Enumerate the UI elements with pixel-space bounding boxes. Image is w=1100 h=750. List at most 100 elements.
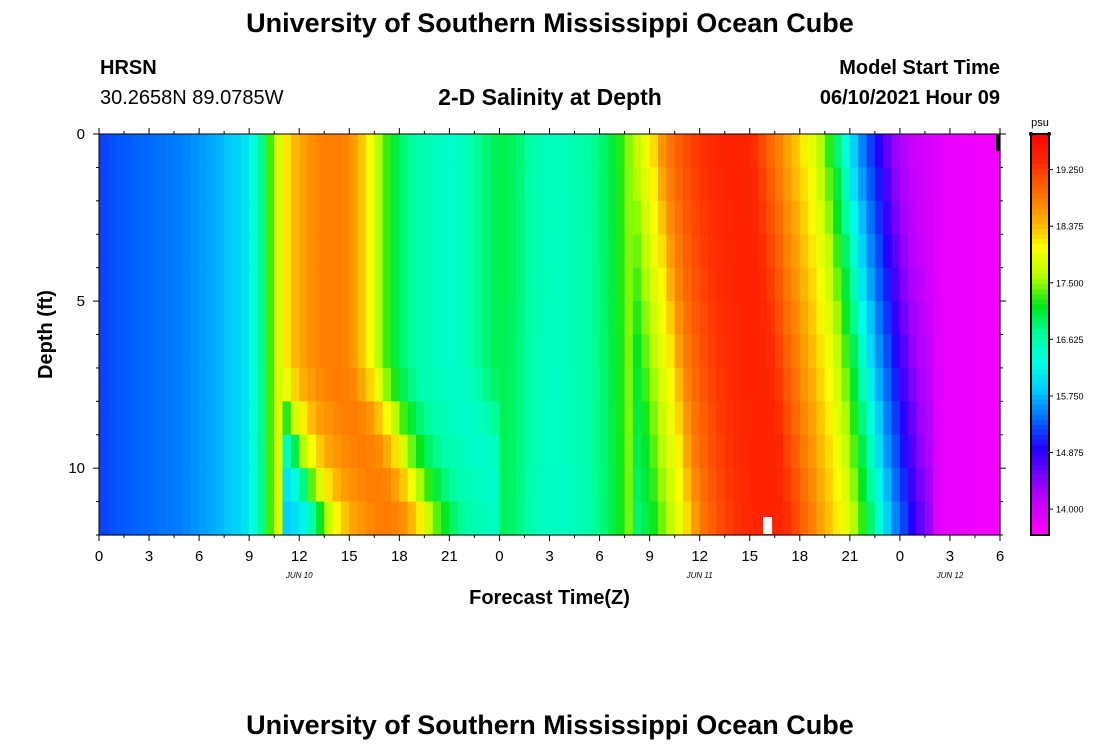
heatmap-cell xyxy=(382,134,392,169)
heatmap-cell xyxy=(499,234,509,269)
heatmap-cell xyxy=(891,234,901,269)
heatmap-cell xyxy=(524,334,534,369)
colorbar-swatch xyxy=(1031,449,1049,456)
heatmap-cell xyxy=(207,200,217,235)
heatmap-cell xyxy=(941,501,951,536)
heatmap-cell xyxy=(215,134,225,169)
heatmap-cell xyxy=(324,234,334,269)
heatmap-cell xyxy=(958,134,968,169)
heatmap-cell xyxy=(849,134,859,169)
heatmap-cell xyxy=(524,367,534,402)
heatmap-cell xyxy=(674,334,684,369)
heatmap-cell xyxy=(824,501,834,536)
heatmap-cell xyxy=(199,134,209,169)
heatmap-cell xyxy=(799,501,809,536)
x-tick-label: 0 xyxy=(95,548,103,565)
heatmap-cell xyxy=(524,468,534,503)
heatmap-cell xyxy=(532,367,542,402)
heatmap-cell xyxy=(315,301,325,336)
heatmap-cell xyxy=(691,134,701,169)
heatmap-cell xyxy=(265,468,275,503)
heatmap-cell xyxy=(858,334,868,369)
heatmap-cell xyxy=(708,468,717,503)
heatmap-cell xyxy=(649,200,659,235)
heatmap-cell xyxy=(457,267,467,302)
heatmap-cell xyxy=(549,501,559,536)
heatmap-cell xyxy=(124,468,133,503)
heatmap-cell xyxy=(924,234,934,269)
heatmap-cell xyxy=(808,501,818,536)
heatmap-cell xyxy=(883,501,893,536)
heatmap-cell xyxy=(933,267,943,302)
heatmap-cell xyxy=(249,334,259,369)
heatmap-cell xyxy=(449,301,459,336)
heatmap-cell xyxy=(966,301,976,336)
heatmap-cell xyxy=(891,167,901,202)
heatmap-cell xyxy=(115,167,125,202)
heatmap-cell xyxy=(290,134,300,169)
heatmap-cell xyxy=(174,468,184,503)
colorbar-swatch xyxy=(1031,184,1049,190)
heatmap-cell xyxy=(708,367,717,402)
heatmap-cell xyxy=(399,468,409,503)
heatmap-cell xyxy=(307,501,317,536)
heatmap-cell xyxy=(991,434,1001,469)
heatmap-cell xyxy=(416,501,425,536)
colorbar-swatch xyxy=(1031,239,1049,245)
colorbar-swatch xyxy=(1031,399,1049,406)
heatmap-cell xyxy=(524,234,534,269)
heatmap-cell xyxy=(274,501,284,536)
heatmap-cell xyxy=(949,334,959,369)
heatmap-cell xyxy=(507,200,517,235)
heatmap-cell xyxy=(641,367,651,402)
heatmap-cell xyxy=(441,434,450,469)
heatmap-cell xyxy=(816,167,826,202)
heatmap-cell xyxy=(724,234,734,269)
colorbar-label: 15.750 xyxy=(1056,391,1084,401)
heatmap-cell xyxy=(357,434,367,469)
heatmap-cell xyxy=(808,367,818,402)
heatmap-cell xyxy=(708,234,717,269)
heatmap-cell xyxy=(741,267,751,302)
heatmap-cell xyxy=(424,267,434,302)
heatmap-cell xyxy=(174,134,184,169)
heatmap-cell xyxy=(140,234,150,269)
heatmap-cell xyxy=(149,334,158,369)
heatmap-cell xyxy=(916,334,926,369)
heatmap-cell xyxy=(624,401,634,436)
heatmap-cell xyxy=(716,234,726,269)
heatmap-cell xyxy=(632,301,642,336)
heatmap-cell xyxy=(883,200,893,235)
heatmap-cell xyxy=(958,367,968,402)
heatmap-cell xyxy=(899,234,909,269)
heatmap-cell xyxy=(357,367,367,402)
heatmap-cell xyxy=(157,200,167,235)
heatmap-cell xyxy=(641,301,651,336)
heatmap-cell xyxy=(641,134,651,169)
heatmap-cell xyxy=(499,468,509,503)
heatmap-cell xyxy=(791,434,801,469)
heatmap-cell xyxy=(632,267,642,302)
heatmap-cell xyxy=(974,468,984,503)
heatmap-cell xyxy=(808,401,818,436)
heatmap-cell xyxy=(724,167,734,202)
heatmap-cell xyxy=(783,200,793,235)
heatmap-cell xyxy=(457,167,467,202)
heatmap-cell xyxy=(599,401,609,436)
heatmap-cell xyxy=(541,401,551,436)
heatmap-cell xyxy=(833,501,843,536)
heatmap-cell xyxy=(115,468,125,503)
heatmap-cell xyxy=(441,501,450,536)
colorbar-swatch xyxy=(1031,524,1049,531)
heatmap-cell xyxy=(824,301,834,336)
heatmap-cell xyxy=(374,401,384,436)
colorbar-swatch xyxy=(1031,489,1049,496)
heatmap-cell xyxy=(741,434,751,469)
heatmap-cell xyxy=(274,301,284,336)
heatmap-cell xyxy=(966,434,976,469)
heatmap-cell xyxy=(582,334,592,369)
heatmap-cell xyxy=(774,134,784,169)
heatmap-cell xyxy=(224,367,234,402)
x-tick-label: 18 xyxy=(791,548,808,565)
heatmap-cell xyxy=(224,167,234,202)
